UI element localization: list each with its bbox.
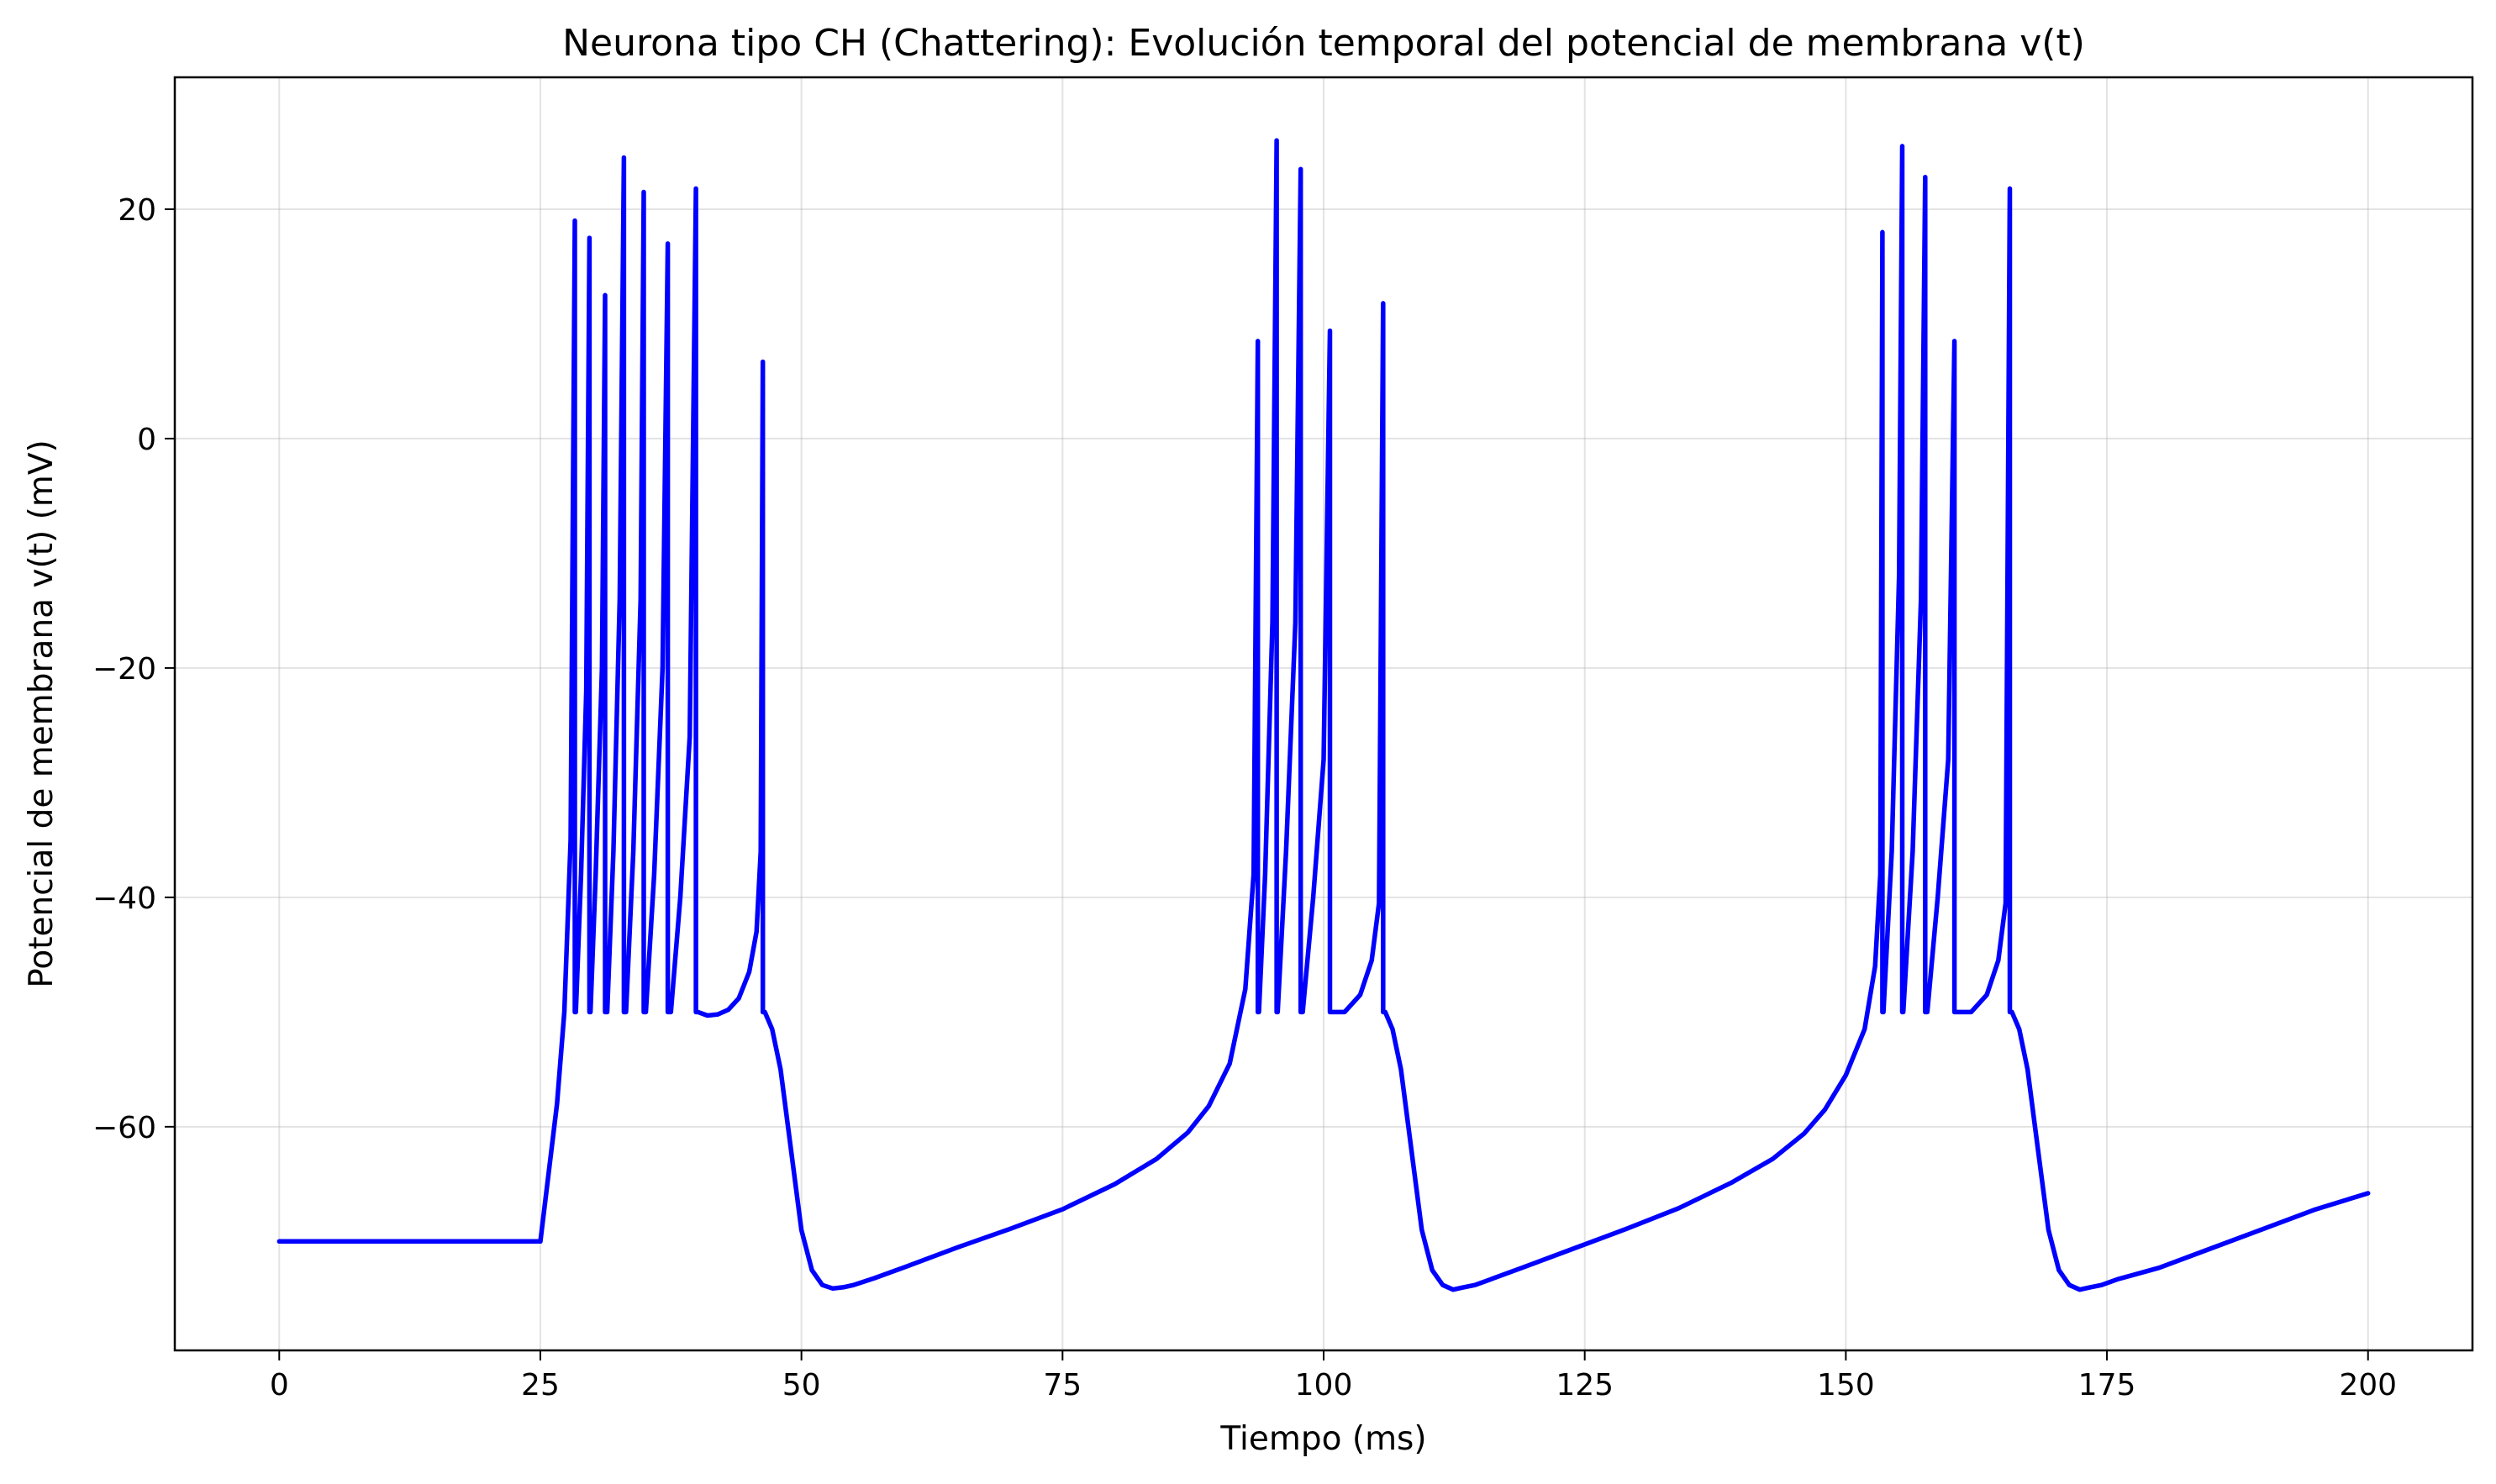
x-tick-label: 75	[1043, 1368, 1082, 1402]
x-axis-title: Tiempo (ms)	[1219, 1420, 1426, 1458]
y-tick-label: −40	[92, 881, 156, 916]
x-tick-label: 0	[270, 1368, 289, 1402]
y-tick-label: 0	[137, 423, 156, 457]
x-tick-label: 100	[1295, 1368, 1353, 1402]
y-axis-title: Potencial de membrana v(t) (mV)	[23, 439, 61, 988]
x-tick-label: 150	[1817, 1368, 1875, 1402]
x-tick-label: 175	[2078, 1368, 2136, 1402]
y-tick-label: −20	[92, 652, 156, 687]
x-tick-label: 25	[521, 1368, 560, 1402]
series-line	[276, 138, 2371, 1292]
y-axis-ticks: 20 0 −20 −40 −60	[92, 193, 175, 1145]
chart-title: Neurona tipo CH (Chattering): Evolución …	[562, 22, 2085, 65]
series-layer	[276, 138, 2371, 1292]
x-tick-label: 200	[2339, 1368, 2397, 1402]
x-axis-ticks: 0 25 50 75 100 125 150 175 200	[270, 1350, 2397, 1402]
y-tick-label: 20	[118, 193, 156, 228]
y-tick-label: −60	[92, 1111, 156, 1145]
x-tick-label: 50	[782, 1368, 821, 1402]
grid	[175, 77, 2472, 1350]
x-tick-label: 125	[1556, 1368, 1614, 1402]
